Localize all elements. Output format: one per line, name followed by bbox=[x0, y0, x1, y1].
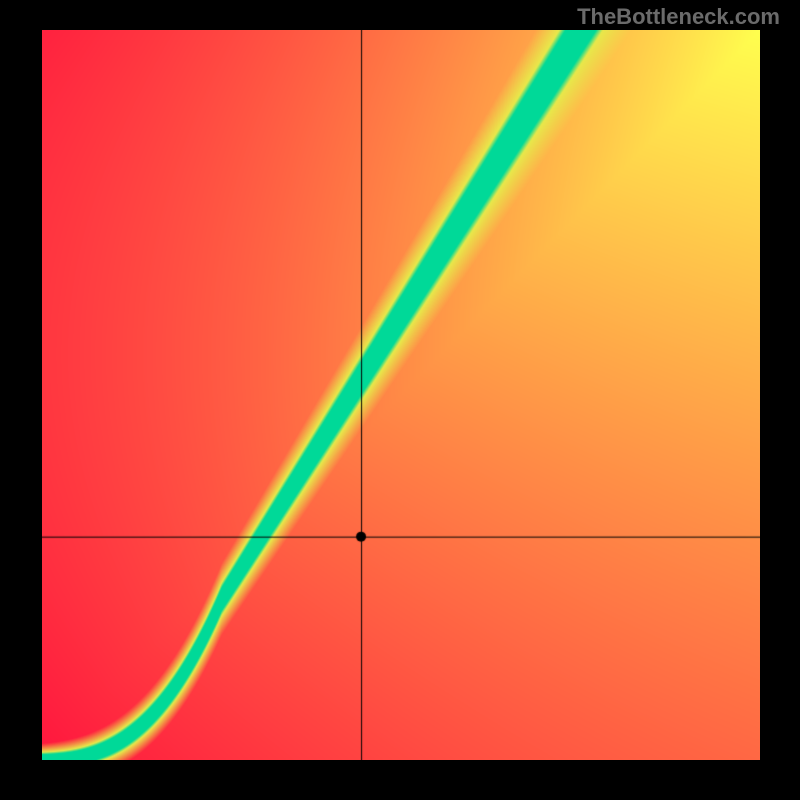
bottleneck-heatmap bbox=[42, 30, 760, 760]
watermark-text: TheBottleneck.com bbox=[577, 4, 780, 30]
